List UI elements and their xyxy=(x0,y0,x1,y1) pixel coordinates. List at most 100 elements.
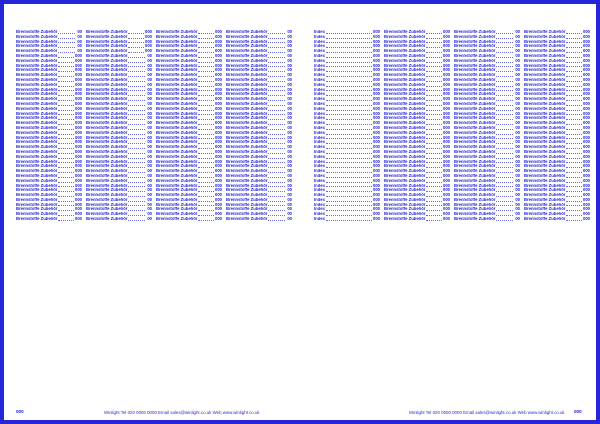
index-entry[interactable]: Brennstoffe Zubehör 000 xyxy=(524,217,590,222)
index-entry[interactable]: Index 000 xyxy=(314,198,380,203)
index-entry[interactable]: Brennstoffe Zubehör 000 xyxy=(524,169,590,174)
index-entry[interactable]: Brennstoffe Zubehör 00 xyxy=(226,78,292,83)
index-entry[interactable]: Brennstoffe Zubehör 000 xyxy=(384,155,450,160)
index-entry[interactable]: Brennstoffe Zubehör 000 xyxy=(16,112,82,117)
index-entry[interactable]: Index 000 xyxy=(314,155,380,160)
index-entry[interactable]: Brennstoffe Zubehör 00 xyxy=(454,126,520,131)
index-entry[interactable]: Brennstoffe Zubehör 000 xyxy=(156,184,222,189)
index-entry[interactable]: Brennstoffe Zubehör 000 xyxy=(16,164,82,169)
index-entry[interactable]: Brennstoffe Zubehör 00 xyxy=(454,73,520,78)
index-entry[interactable]: Brennstoffe Zubehör 000 xyxy=(156,155,222,160)
index-entry[interactable]: Index 000 xyxy=(314,203,380,208)
index-entry[interactable]: Brennstoffe Zubehör 000 xyxy=(16,97,82,102)
index-entry[interactable]: Brennstoffe Zubehör 000 xyxy=(156,88,222,93)
index-entry[interactable]: Brennstoffe Zubehör 000 xyxy=(384,49,450,54)
index-entry[interactable]: Brennstoffe Zubehör 000 xyxy=(524,179,590,184)
index-entry[interactable]: Brennstoffe Zubehör 000 xyxy=(16,188,82,193)
index-entry[interactable]: Index 000 xyxy=(314,97,380,102)
index-entry[interactable]: Brennstoffe Zubehör 00 xyxy=(454,179,520,184)
index-entry[interactable]: Brennstoffe Zubehör 000 xyxy=(384,145,450,150)
index-entry[interactable]: Brennstoffe Zubehör 000 xyxy=(16,54,82,59)
index-entry[interactable]: Brennstoffe Zubehör 00 xyxy=(226,140,292,145)
index-entry[interactable]: Brennstoffe Zubehör 000 xyxy=(524,83,590,88)
index-entry[interactable]: Brennstoffe Zubehör 000 xyxy=(156,30,222,35)
index-entry[interactable]: Index 000 xyxy=(314,188,380,193)
index-entry[interactable]: Brennstoffe Zubehör 000 xyxy=(524,35,590,40)
index-entry[interactable]: Brennstoffe Zubehör 000 xyxy=(524,155,590,160)
index-entry[interactable]: Brennstoffe Zubehör 000 xyxy=(384,212,450,217)
index-entry[interactable]: Brennstoffe Zubehör 00 xyxy=(454,207,520,212)
index-entry[interactable]: Brennstoffe Zubehör 000 xyxy=(524,64,590,69)
index-entry[interactable]: Brennstoffe Zubehör 00 xyxy=(226,188,292,193)
index-entry[interactable]: Brennstoffe Zubehör 00 xyxy=(86,198,152,203)
index-entry[interactable]: Brennstoffe Zubehör 000 xyxy=(156,97,222,102)
index-entry[interactable]: Brennstoffe Zubehör 000 xyxy=(156,78,222,83)
index-entry[interactable]: Brennstoffe Zubehör 00 xyxy=(454,188,520,193)
index-entry[interactable]: Brennstoffe Zubehör 000 xyxy=(524,97,590,102)
index-entry[interactable]: Brennstoffe Zubehör 000 xyxy=(16,107,82,112)
index-entry[interactable]: Brennstoffe Zubehör 00 xyxy=(454,198,520,203)
index-entry[interactable]: Brennstoffe Zubehör 00 xyxy=(454,83,520,88)
index-entry[interactable]: Brennstoffe Zubehör 00 xyxy=(86,102,152,107)
index-entry[interactable]: Brennstoffe Zubehör 000 xyxy=(156,160,222,165)
index-entry[interactable]: Index 000 xyxy=(314,107,380,112)
index-entry[interactable]: Brennstoffe Zubehör 000 xyxy=(86,40,152,45)
index-entry[interactable]: Brennstoffe Zubehör 00 xyxy=(226,107,292,112)
index-entry[interactable]: Brennstoffe Zubehör 000 xyxy=(524,164,590,169)
index-entry[interactable]: Brennstoffe Zubehör 000 xyxy=(16,116,82,121)
index-entry[interactable]: Brennstoffe Zubehör 000 xyxy=(384,207,450,212)
index-entry[interactable]: Brennstoffe Zubehör 000 xyxy=(16,59,82,64)
index-entry[interactable]: Brennstoffe Zubehör 000 xyxy=(156,49,222,54)
index-entry[interactable]: Brennstoffe Zubehör 00 xyxy=(226,112,292,117)
index-entry[interactable]: Brennstoffe Zubehör 000 xyxy=(384,169,450,174)
index-entry[interactable]: Brennstoffe Zubehör 000 xyxy=(16,160,82,165)
index-entry[interactable]: Brennstoffe Zubehör 000 xyxy=(524,107,590,112)
index-entry[interactable]: Brennstoffe Zubehör 00 xyxy=(454,44,520,49)
index-entry[interactable]: Index 000 xyxy=(314,136,380,141)
index-entry[interactable]: Index 000 xyxy=(314,160,380,165)
index-entry[interactable]: Brennstoffe Zubehör 000 xyxy=(16,68,82,73)
index-entry[interactable]: Brennstoffe Zubehör 000 xyxy=(384,64,450,69)
index-entry[interactable]: Brennstoffe Zubehör 00 xyxy=(226,131,292,136)
index-entry[interactable]: Brennstoffe Zubehör 00 xyxy=(226,217,292,222)
index-entry[interactable]: Brennstoffe Zubehör 00 xyxy=(86,188,152,193)
index-entry[interactable]: Brennstoffe Zubehör 000 xyxy=(156,112,222,117)
index-entry[interactable]: Brennstoffe Zubehör 000 xyxy=(524,44,590,49)
index-entry[interactable]: Brennstoffe Zubehör 00 xyxy=(454,174,520,179)
index-entry[interactable]: Brennstoffe Zubehör 000 xyxy=(384,102,450,107)
index-entry[interactable]: Brennstoffe Zubehör 000 xyxy=(384,78,450,83)
index-entry[interactable]: Brennstoffe Zubehör 000 xyxy=(16,92,82,97)
index-entry[interactable]: Brennstoffe Zubehör 00 xyxy=(226,212,292,217)
index-entry[interactable]: Brennstoffe Zubehör 000 xyxy=(524,68,590,73)
index-entry[interactable]: Brennstoffe Zubehör 000 xyxy=(384,107,450,112)
index-entry[interactable]: Brennstoffe Zubehör 000 xyxy=(156,188,222,193)
index-entry[interactable]: Index 000 xyxy=(314,78,380,83)
index-entry[interactable]: Brennstoffe Zubehör 000 xyxy=(156,164,222,169)
index-entry[interactable]: Index 000 xyxy=(314,179,380,184)
index-entry[interactable]: Brennstoffe Zubehör 00 xyxy=(86,203,152,208)
index-entry[interactable]: Brennstoffe Zubehör 000 xyxy=(16,217,82,222)
index-entry[interactable]: Brennstoffe Zubehör 00 xyxy=(226,198,292,203)
index-entry[interactable]: Brennstoffe Zubehör 00 xyxy=(226,64,292,69)
index-entry[interactable]: Brennstoffe Zubehör 00 xyxy=(226,35,292,40)
index-entry[interactable]: Index 000 xyxy=(314,131,380,136)
index-entry[interactable]: Brennstoffe Zubehör 00 xyxy=(86,169,152,174)
index-entry[interactable]: Brennstoffe Zubehör 000 xyxy=(156,203,222,208)
index-entry[interactable]: Brennstoffe Zubehör 000 xyxy=(524,59,590,64)
index-entry[interactable]: Brennstoffe Zubehör 00 xyxy=(86,160,152,165)
index-entry[interactable]: Brennstoffe Zubehör 00 xyxy=(454,169,520,174)
index-entry[interactable]: Brennstoffe Zubehör 000 xyxy=(524,212,590,217)
index-entry[interactable]: Brennstoffe Zubehör 000 xyxy=(16,131,82,136)
index-entry[interactable]: Brennstoffe Zubehör 000 xyxy=(524,207,590,212)
index-entry[interactable]: Index 000 xyxy=(314,212,380,217)
index-entry[interactable]: Index 000 xyxy=(314,54,380,59)
index-entry[interactable]: Brennstoffe Zubehör 00 xyxy=(454,193,520,198)
index-entry[interactable]: Brennstoffe Zubehör 00 xyxy=(226,164,292,169)
index-entry[interactable]: Brennstoffe Zubehör 000 xyxy=(384,44,450,49)
index-entry[interactable]: Index 000 xyxy=(314,73,380,78)
index-entry[interactable]: Brennstoffe Zubehör 00 xyxy=(86,140,152,145)
index-entry[interactable]: Index 000 xyxy=(314,30,380,35)
index-entry[interactable]: Brennstoffe Zubehör 00 xyxy=(226,30,292,35)
index-entry[interactable]: Brennstoffe Zubehör 000 xyxy=(524,160,590,165)
index-entry[interactable]: Brennstoffe Zubehör 000 xyxy=(384,203,450,208)
